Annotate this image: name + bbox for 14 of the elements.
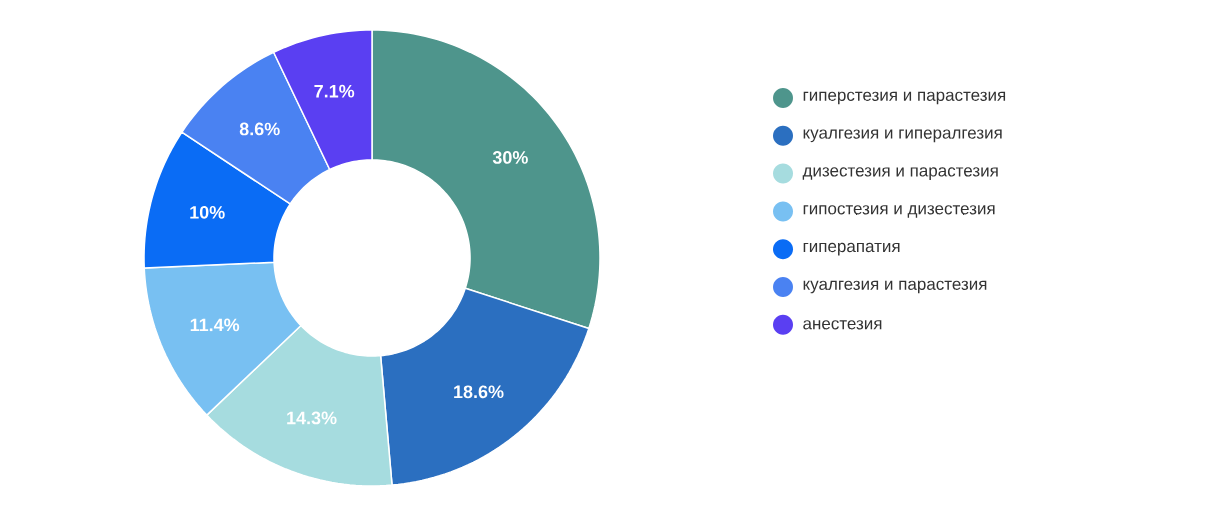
legend-label: гипостезия и дизестезия: [803, 205, 995, 218]
data-label: 10%: [190, 205, 225, 219]
data-label: 8.6%: [239, 122, 280, 136]
data-label: 7.1%: [314, 84, 355, 98]
legend-label: куалгезия и парастезия: [803, 280, 987, 294]
legend-label: дизестезия и парастезия: [802, 167, 998, 180]
data-label: 30%: [492, 151, 528, 164]
legend-label: куалгезия и гипералгезия: [803, 129, 1002, 143]
data-label: 11.4%: [190, 318, 240, 332]
data-label: 18.6%: [454, 385, 504, 399]
legend-label: гиперапатия: [803, 242, 900, 256]
legend-label: анестезия: [803, 320, 882, 330]
legend-label: гиперстезия и парастезия: [803, 91, 1006, 105]
data-label: 14.3%: [287, 411, 337, 425]
